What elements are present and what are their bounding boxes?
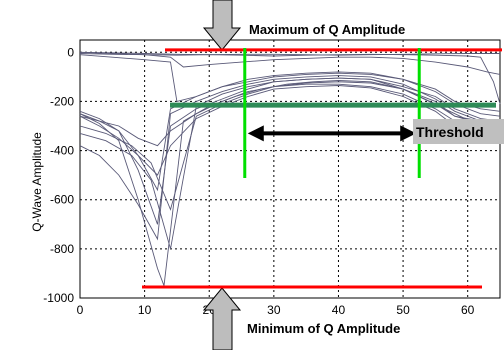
y-tick-label: -400 <box>50 144 74 158</box>
x-tick-label: 30 <box>267 303 281 317</box>
series-line-5 <box>79 75 501 241</box>
grid-lines <box>80 40 500 298</box>
series-line-6 <box>79 71 501 192</box>
x-tick-label: 50 <box>396 303 410 317</box>
series-line-12 <box>79 81 501 211</box>
x-tick-label: 0 <box>77 303 84 317</box>
min-amplitude-label: Minimum of Q Amplitude <box>247 321 400 336</box>
duration-double-arrow-icon <box>247 125 417 142</box>
series-line-7 <box>79 54 501 112</box>
plot-area <box>79 39 501 299</box>
y-axis-label: Q-Wave Amplitude <box>30 132 44 232</box>
max-pointer-arrow-icon <box>202 0 242 51</box>
x-tick-label: 60 <box>461 303 475 317</box>
x-tick-label: 40 <box>332 303 346 317</box>
annotation-group: Maximum of Q Amplitude Minimum of Q Ampl… <box>142 0 504 350</box>
series-line-10 <box>79 53 500 56</box>
threshold-label: Threshold <box>416 124 484 140</box>
max-amplitude-label: Maximum of Q Amplitude <box>249 22 405 37</box>
y-tick-label: 0 <box>67 45 74 59</box>
x-tick-label: 10 <box>138 303 152 317</box>
y-tick-label: -200 <box>50 94 74 108</box>
y-tick-label: -800 <box>50 242 74 256</box>
min-pointer-arrow-icon <box>202 287 242 350</box>
series-group <box>79 51 501 286</box>
y-tick-label: -600 <box>50 193 74 207</box>
threshold-label-box <box>413 119 504 144</box>
series-line-2 <box>79 85 500 176</box>
y-tick-label: -1000 <box>43 291 74 305</box>
arrow-head-right <box>400 125 417 142</box>
arrow-head-left <box>247 125 264 142</box>
series-line-11 <box>79 77 501 250</box>
series-line-8 <box>79 51 501 75</box>
